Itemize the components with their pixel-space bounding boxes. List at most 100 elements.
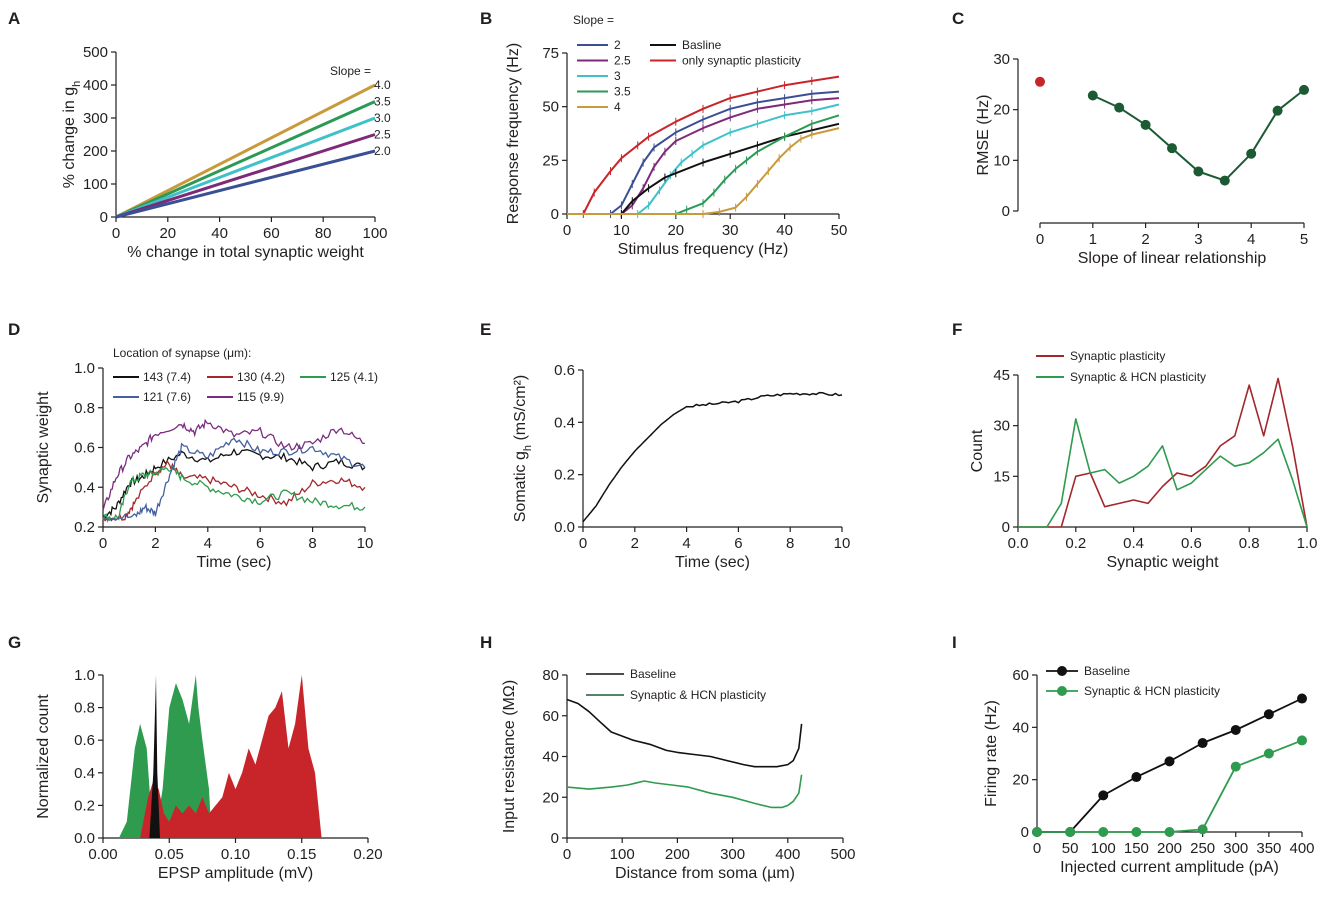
series-line [115,100,376,219]
data-point [1098,827,1109,837]
y-axis-title-units: (mS/cm²) [512,375,529,445]
data-point [1263,709,1274,720]
x-tick-label: 500 [830,846,855,863]
series-end-label: 3.0 [374,111,391,125]
y-tick-label: 40 [542,749,559,766]
series-line [1018,377,1308,528]
x-tick-label: 0.10 [221,846,250,863]
legend-label: 2 [614,38,621,52]
y-axis-title: Input resistance (MΩ) [501,680,518,833]
y-tick-label: 0.2 [74,519,95,536]
x-tick-label: 0.2 [1065,535,1086,552]
x-tick-label: 6 [734,535,742,552]
panel-letter-i: I [952,633,957,652]
series-line [567,114,840,215]
legend-label: Synaptic & HCN plasticity [630,688,766,702]
y-tick-label: 0.8 [74,700,95,717]
legend-title: Slope = [330,64,371,78]
y-tick-label: 200 [83,143,108,160]
x-tick-label: 0 [1036,231,1044,248]
x-tick-label: 2 [631,535,639,552]
y-tick-label: 0.4 [74,479,95,496]
x-tick-label: 50 [1062,840,1079,857]
x-tick-label: 6 [256,535,264,552]
x-axis-title: Injected current amplitude (pA) [1060,859,1279,876]
x-tick-label: 8 [308,535,316,552]
y-tick-label: 75 [542,45,559,62]
x-tick-label: 150 [1124,840,1149,857]
series-line [115,133,376,219]
y-axis-title: Response frequency (Hz) [505,43,522,224]
panel-letter-g: G [8,633,21,652]
y-tick-label: 500 [83,44,108,61]
y-axis-title: Count [969,429,986,472]
x-tick-label: 200 [1157,840,1182,857]
y-axis-title-sub: h [71,81,83,87]
y-tick-label: 0 [1002,203,1010,220]
y-axis-title: % change in gh [61,81,83,189]
x-tick-label: 4 [1247,231,1255,248]
x-tick-label: 0.6 [1181,535,1202,552]
outlier-point [1035,76,1045,87]
area-series [118,675,212,838]
x-tick-label: 0.05 [155,846,184,863]
chart-panel-f: 0 15 30 45 0.0 0.2 0.4 0.6 0.8 1.0 Synaptic weight… [969,349,1317,571]
area-series [140,675,322,838]
legend-label: 130 (4.2) [237,370,285,384]
legend-label: Baseline [1084,664,1130,678]
series-end-label: 2.5 [374,128,391,142]
panel-letter-c: C [952,9,964,28]
series-line [1018,418,1308,528]
x-tick-label: 0 [99,535,107,552]
y-tick-label: 0.2 [554,467,575,484]
series-line [115,116,376,219]
x-tick-label: 0.20 [353,846,382,863]
y-tick-label: 20 [993,102,1010,119]
area-series [149,675,160,838]
data-point [1297,735,1307,746]
y-axis-title-sub: h [522,445,534,451]
y-tick-label: 80 [542,667,559,684]
y-tick-label: 0.8 [74,400,95,417]
legend-label: 115 (9.9) [237,390,284,404]
series-line [567,75,840,215]
data-point [1131,827,1142,837]
series-line [567,97,840,215]
x-tick-label: 0.00 [88,846,117,863]
x-tick-label: 4 [682,535,690,552]
data-point [1197,824,1208,835]
x-tick-label: 0.4 [1123,535,1144,552]
y-tick-label: 50 [542,99,559,116]
legend-label: 143 (7.4) [143,370,191,384]
x-axis-title: Distance from soma (µm) [615,865,795,882]
series-line [102,465,366,523]
y-tick-label: 60 [1012,667,1029,684]
series-end-label: 4.0 [374,78,391,92]
x-tick-label: 40 [211,225,228,242]
y-tick-label: 45 [993,367,1010,384]
y-tick-label: 30 [993,418,1010,435]
legend-label: Basline [682,38,722,52]
x-axis-title: % change in total synaptic weight [127,244,364,261]
chart-panel-d: 0.2 0.4 0.6 0.8 1.0 0 2 4 6 8 10 Time (sec) Synaptic… [35,346,378,571]
x-tick-label: 2 [1141,231,1149,248]
x-tick-label: 20 [667,222,684,239]
y-axis-title: Synaptic weight [35,391,52,504]
x-tick-label: 100 [610,846,635,863]
data-point [1297,693,1307,704]
x-tick-label: 80 [315,225,332,242]
series-line [102,418,366,511]
y-tick-label: 300 [83,110,108,127]
series-line [582,391,843,523]
data-point [1230,724,1241,735]
y-tick-label: 60 [542,708,559,725]
chart-panel-i: 0 20 40 60 0 50 100 150 200 250 300 350 400 Injected … [983,664,1315,876]
x-tick-label: 0.0 [1008,535,1029,552]
x-axis-title: Slope of linear relationship [1078,250,1267,267]
x-tick-label: 100 [362,225,387,242]
x-axis-title: Synaptic weight [1106,554,1219,571]
y-tick-label: 25 [542,152,559,169]
y-tick-label: 0.4 [74,765,95,782]
